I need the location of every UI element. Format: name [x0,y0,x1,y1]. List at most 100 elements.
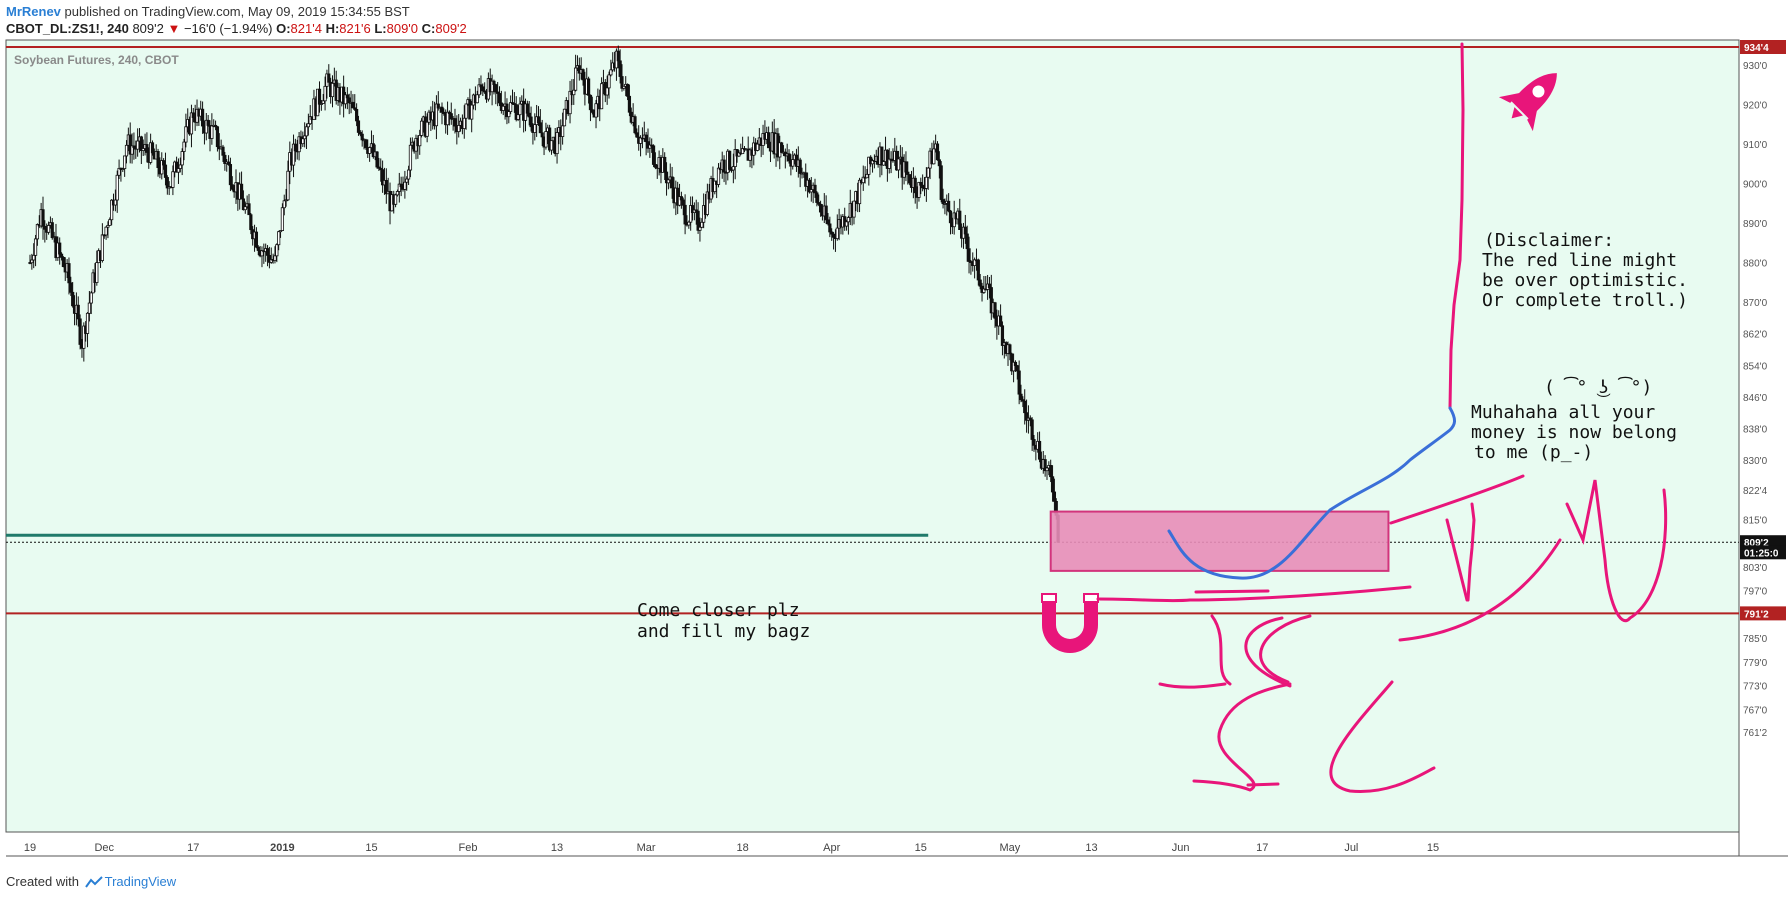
candle-body [447,111,452,115]
candle-body [306,123,310,128]
candle-body [679,196,683,201]
candle-body [861,176,865,184]
price-axis[interactable] [1739,40,1788,832]
candle-body [830,231,834,235]
candle-body [896,158,901,171]
candle-body [113,199,117,206]
candle-body [215,126,220,148]
annotation-disclaimer-2: The red line might [1482,250,1677,271]
candle-body [419,120,424,136]
candle-body [30,259,34,264]
candle-body [108,219,112,226]
candle-body [175,161,179,173]
candle-body [381,169,385,186]
candle-body [548,127,552,151]
horizontal-lines [6,46,1739,615]
candle-body [35,224,40,240]
candle-body [935,143,940,161]
down-arrow-icon: ▼ [167,21,181,36]
candle-body [377,166,381,169]
candle-body [1052,491,1057,502]
candle-body [700,221,704,228]
candle-body [690,205,695,214]
candle-body [594,103,598,118]
candle-body [160,160,164,175]
published-text: published on TradingView.com, May 09, 20… [60,4,410,19]
candle-body [1028,417,1032,421]
candle-body [277,231,281,246]
box-short-mark [1194,589,1270,594]
price-tag-bg [1740,40,1786,54]
candle-body [948,210,953,224]
candle-body [689,205,693,223]
annotation-muhahaha-1: Muhahaha all your [1471,402,1655,423]
candle-body [67,263,71,284]
candle-body [275,244,279,257]
candle-body [653,164,658,168]
candle-body [716,167,721,185]
candle-body [106,224,110,228]
candle-body [813,184,817,194]
candle-body [301,138,305,145]
candle-body [1023,400,1027,414]
candle-body [162,160,166,166]
candle-body [286,170,290,201]
candle-body [705,191,709,215]
candle-body [327,73,331,83]
candle-body [440,106,444,113]
candle-body [1021,399,1025,402]
candle-body [870,160,875,165]
y-tick-label: 779'0 [1743,658,1768,669]
candle-body [297,136,301,153]
candle-body [562,108,567,127]
candle-body [368,147,372,154]
candle-body [347,97,351,104]
author-link[interactable]: MrRenev [6,4,61,19]
candle-body [926,167,930,178]
candle-body [228,164,233,186]
low-value: 809'0 [386,21,419,36]
annotation-disclaimer-3: be over optimistic. [1482,270,1688,291]
open-value: 821'4 [290,21,322,36]
candle-body [497,93,502,104]
candle-body [514,104,518,120]
candle-body [683,204,687,225]
tradingview-link[interactable]: TradingView [104,874,177,889]
candle-body [475,94,479,104]
candle-body [308,116,312,125]
candle-body [191,112,195,118]
candle-body [937,159,941,167]
candle-body [536,116,541,124]
candle-body [223,154,227,164]
candle-body [282,200,286,209]
candle-body [41,209,45,227]
candle-body [241,198,246,211]
x-tick-label: 17 [1256,842,1268,854]
candle-body [323,85,327,102]
price-tag-label: 01:25:0 [1744,548,1779,559]
candle-body [852,200,856,218]
candle-body [145,144,149,153]
candle-body [226,161,231,165]
y-tick-label: 761'2 [1743,728,1768,739]
candle-body [406,169,411,180]
candle-body [529,116,533,128]
candle-body [206,119,210,126]
open-label: O: [276,21,291,36]
candle-body [43,225,47,230]
y-tick-label: 830'0 [1743,456,1768,467]
candle-body [130,145,134,155]
candle-body [568,90,572,115]
candle-body [941,199,945,205]
candle-body [178,164,182,169]
candle-body [213,124,218,128]
candle-body [1050,476,1055,493]
price-tags: 934'4 809'201:25:0 791'2 [1740,40,1786,621]
candle-body [846,217,851,223]
candle-body [165,177,169,189]
candle-body [61,256,66,268]
candle-body [947,200,951,212]
candle-body [321,100,325,104]
candle-body [904,161,908,173]
